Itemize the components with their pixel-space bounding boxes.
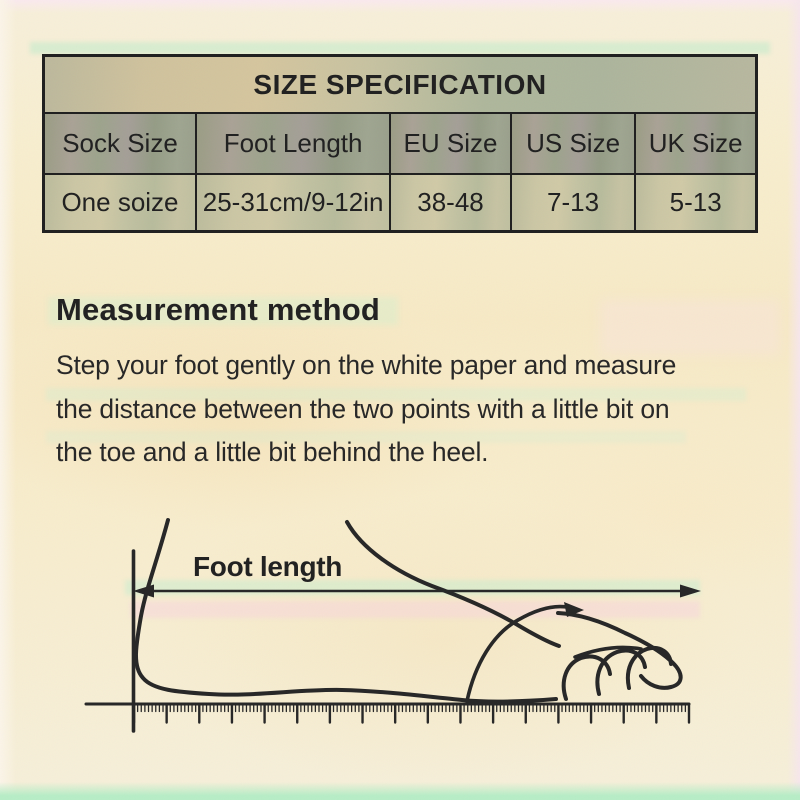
toe-outline-2: [595, 648, 647, 696]
arrowhead-left-icon: [133, 584, 154, 598]
ruler-ticks: [132, 702, 691, 724]
foot-length-label: Foot length: [193, 551, 343, 582]
foot-outline-front-leg: [345, 520, 561, 648]
ankle-crease-line: [465, 604, 569, 703]
arrowhead-right-icon: [680, 584, 701, 598]
